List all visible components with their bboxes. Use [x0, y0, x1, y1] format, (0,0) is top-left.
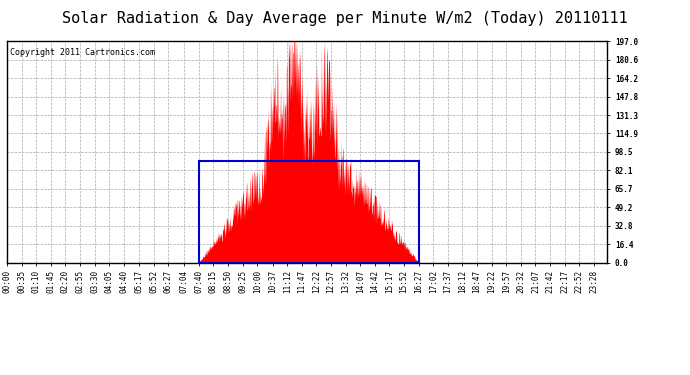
- Text: Solar Radiation & Day Average per Minute W/m2 (Today) 20110111: Solar Radiation & Day Average per Minute…: [62, 11, 628, 26]
- Text: Copyright 2011 Cartronics.com: Copyright 2011 Cartronics.com: [10, 48, 155, 57]
- Bar: [199, 161, 419, 262]
